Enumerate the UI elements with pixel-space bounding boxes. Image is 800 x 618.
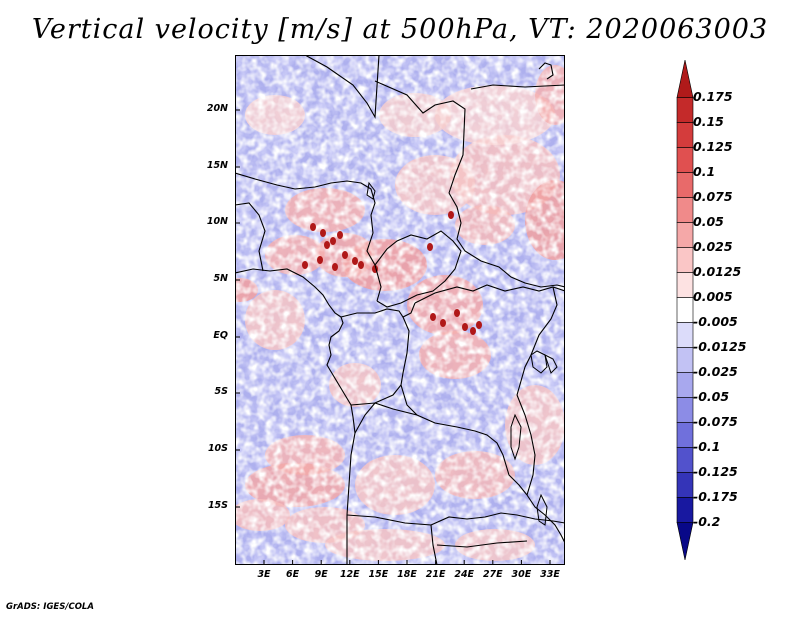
colorbar-label: 0.175 — [693, 88, 733, 104]
updraft-spot — [358, 261, 364, 269]
colorbar-label: -0.175 — [693, 488, 738, 504]
updraft-spot — [430, 313, 436, 321]
lakes — [366, 181, 558, 526]
updraft-spot — [337, 231, 343, 239]
lat-tick-marks — [235, 109, 240, 508]
strong-updraft-spots — [302, 211, 482, 335]
lon-tick-label: 15E — [368, 569, 389, 580]
colorbar-swatch — [676, 247, 694, 273]
colorbar-swatch — [676, 397, 694, 423]
updraft-spot — [470, 327, 476, 335]
lon-tick-label: 33E — [540, 569, 560, 580]
lat-tick-label: 10S — [207, 443, 228, 454]
lat-tick-label: 10N — [206, 216, 228, 227]
colorbar-swatch — [676, 447, 694, 473]
colorbar-swatch — [676, 60, 694, 98]
colorbar-swatch — [676, 297, 694, 323]
updraft-spot — [448, 211, 454, 219]
lat-tick-label: 15N — [206, 160, 228, 171]
updraft-spot — [342, 251, 348, 259]
grads-credit: GrADS: IGES/COLA — [6, 602, 94, 612]
colorbar-label: -0.05 — [693, 388, 730, 404]
updraft-spot — [462, 323, 468, 331]
lat-tick-label: 5N — [213, 273, 228, 284]
lat-tick-label: 5S — [214, 386, 228, 397]
colorbar-label: 0.125 — [693, 138, 733, 154]
colorbar-label: 0.1 — [693, 163, 716, 179]
colorbar-label: -0.025 — [693, 363, 738, 379]
white-speckle — [235, 55, 565, 565]
colorbar-label: -0.125 — [693, 463, 738, 479]
lon-tick-label: 18E — [397, 569, 417, 580]
colorbar-label: -0.2 — [693, 513, 721, 529]
updraft-spot — [320, 229, 326, 237]
lon-tick-label: 6E — [286, 569, 300, 580]
colorbar-label: 0.075 — [693, 188, 733, 204]
colorbar-label: -0.005 — [693, 313, 738, 329]
lon-tick-label: 3E — [257, 569, 271, 580]
colorbar-swatch — [676, 472, 694, 498]
colorbar-swatch — [676, 172, 694, 198]
lat-tick-label: EQ — [213, 330, 228, 341]
colorbar-swatch — [676, 197, 694, 223]
lon-tick-label: 30E — [511, 569, 532, 580]
lat-tick-label: 20N — [206, 103, 228, 114]
colorbar-swatch — [676, 147, 694, 173]
colorbar-label: -0.0125 — [693, 338, 747, 354]
updraft-spot — [476, 321, 482, 329]
colorbar-swatch — [676, 222, 694, 248]
updraft-spot — [332, 263, 338, 271]
colorbar-label: 0.025 — [693, 238, 733, 254]
colorbar — [676, 60, 694, 560]
velocity-map — [235, 55, 565, 565]
updraft-spot — [454, 309, 460, 317]
lon-tick-label: 12E — [339, 569, 360, 580]
chart-title: Vertical velocity [m/s] at 500hPa, VT: 2… — [31, 14, 769, 45]
coastlines-and-borders — [235, 55, 565, 565]
colorbar-swatch — [676, 122, 694, 148]
colorbar-label: -0.1 — [693, 438, 721, 454]
lon-tick-label: 9E — [314, 569, 328, 580]
updraft-spot — [352, 257, 358, 265]
updraft-spot — [302, 261, 308, 269]
colorbar-swatch — [676, 97, 694, 123]
updraft-spot — [317, 256, 323, 264]
updraft-spot — [440, 319, 446, 327]
colorbar-swatch — [676, 372, 694, 398]
colorbar-swatch — [676, 347, 694, 373]
updraft-spot — [427, 243, 433, 251]
colorbar-label: 0.05 — [693, 213, 724, 229]
updraft-spot — [330, 237, 336, 245]
lon-tick-label: 27E — [482, 569, 503, 580]
colorbar-swatch — [676, 422, 694, 448]
colorbar-label: 0.0125 — [693, 263, 742, 279]
updraft-spot — [324, 241, 330, 249]
lon-tick-label: 24E — [454, 569, 475, 580]
colorbar-label: 0.15 — [693, 113, 724, 129]
colorbar-label: -0.075 — [693, 413, 738, 429]
colorbar-label: 0.005 — [693, 288, 733, 304]
updraft-spot — [310, 223, 316, 231]
colorbar-swatch — [676, 522, 694, 560]
lat-tick-label: 15S — [207, 500, 228, 511]
lon-tick-marks — [263, 560, 551, 565]
lon-tick-label: 21E — [425, 569, 446, 580]
colorbar-swatch — [676, 497, 694, 523]
colorbar-swatch — [676, 322, 694, 348]
map-border — [235, 55, 565, 565]
colorbar-swatch — [676, 272, 694, 298]
